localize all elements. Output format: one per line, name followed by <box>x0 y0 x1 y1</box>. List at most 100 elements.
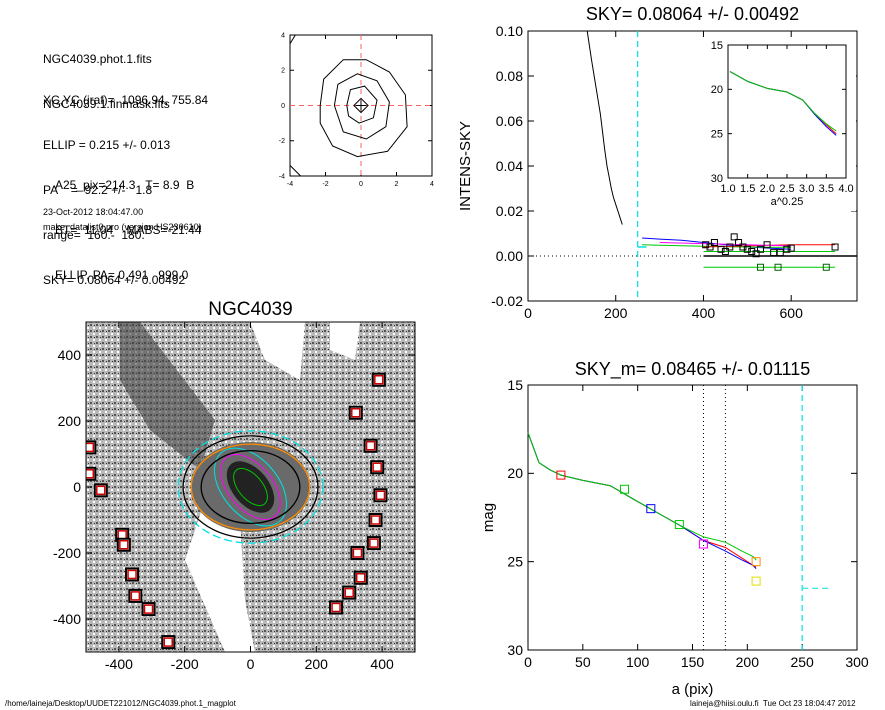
star-mask-inner <box>352 548 363 558</box>
x-tick-label: 4.0 <box>838 183 853 195</box>
star-mask-inner <box>370 515 381 525</box>
data-point <box>783 245 791 253</box>
y-tick-label: 15 <box>507 377 523 393</box>
masked-region <box>330 322 360 360</box>
footer-user: laineja@hiisi.oulu.fi Tue Oct 23 18:04:4… <box>690 699 856 708</box>
y-tick-label: 0 <box>73 479 81 495</box>
data-point <box>756 245 764 253</box>
star-mask <box>86 440 97 455</box>
y-tick-label: -400 <box>53 611 81 627</box>
x-tick-label: 0 <box>524 305 532 321</box>
x-tick-label: 2 <box>395 181 399 188</box>
data-point <box>787 244 795 252</box>
star-mask <box>128 588 143 603</box>
galaxy-image <box>86 322 415 652</box>
star-mask-inner <box>331 602 341 613</box>
x-tick-label: 4 <box>430 181 434 188</box>
star-mask-inner <box>372 462 382 472</box>
star-mask-inner <box>375 490 386 500</box>
y-tick-label: -200 <box>53 545 81 561</box>
y-tick-label: -2 <box>279 138 285 145</box>
program-version: make_datalist0.pro (version HS230610) <box>43 222 202 232</box>
fit-parameters: XC,YC (iraf)= 1096.94, 755.84 ELLIP = 0.… <box>43 63 208 303</box>
data-point <box>831 243 839 251</box>
data-point <box>822 263 830 271</box>
star-mask <box>353 570 368 585</box>
x-axis-label: a^0.25 <box>771 196 804 208</box>
star-mask <box>86 466 97 481</box>
x-tick-label: 400 <box>370 656 394 672</box>
data-point <box>556 470 566 480</box>
timestamp: 23-Oct-2012 18:04:47.00 <box>43 207 144 217</box>
x-tick-label: 1.5 <box>740 183 755 195</box>
star-mask-inner <box>369 538 379 548</box>
x-tick-label: 600 <box>780 305 804 321</box>
star-mask-inner <box>365 441 376 451</box>
data-point <box>706 243 714 251</box>
y-axis-label: INTENS-SKY <box>457 121 474 211</box>
chart-title: NGC4039 <box>208 299 293 320</box>
star-mask-inner <box>96 485 106 496</box>
data-point <box>620 484 630 494</box>
y-axis-label: mag <box>480 503 497 532</box>
contour-line <box>289 165 301 177</box>
fit-ellipse <box>190 443 311 531</box>
isophote <box>233 467 268 507</box>
series-line <box>586 30 623 225</box>
star-mask <box>363 438 378 453</box>
star-mask-inner <box>351 408 361 418</box>
star-mask <box>373 488 388 503</box>
x-tick-label: 100 <box>626 654 650 670</box>
data-point <box>743 245 751 253</box>
x-tick-label: 2.5 <box>779 183 794 195</box>
x-tick-label: 400 <box>692 305 716 321</box>
dust-lane <box>120 322 215 470</box>
chart-title: SKY= 0.08064 +/- 0.00492 <box>586 4 799 24</box>
star-mask-inner <box>163 637 173 647</box>
x-tick-label: 1.0 <box>720 183 735 195</box>
y-tick-label: 0.02 <box>496 203 523 219</box>
star-mask <box>371 372 386 387</box>
data-point <box>752 250 760 258</box>
photometry-values: A25_pix=214.3 T= 8.9 B BT= 11.04 MABS=-2… <box>55 148 202 298</box>
star-mask <box>93 483 108 498</box>
series-line <box>659 242 792 247</box>
star-mask-inner <box>355 573 366 583</box>
data-point <box>751 557 761 567</box>
y-tick-label: 0.00 <box>496 248 523 264</box>
data-point <box>776 249 784 257</box>
contour-line <box>289 34 296 45</box>
x-tick-label: 250 <box>790 654 814 670</box>
series-line <box>527 432 757 570</box>
star-mask-inner <box>119 540 129 550</box>
contour-line <box>346 85 378 124</box>
y-tick-label: 0.08 <box>496 68 523 84</box>
x-tick-label: 200 <box>736 654 760 670</box>
y-tick-label: 0.04 <box>496 158 523 174</box>
star-mask <box>141 602 156 617</box>
data-point <box>739 243 747 251</box>
x-tick-label: 3.5 <box>819 183 834 195</box>
star-mask-inner <box>374 375 384 385</box>
star-mask <box>366 536 381 551</box>
star-mask-inner <box>143 604 154 614</box>
y-tick-label: 30 <box>711 173 723 185</box>
y-tick-label: 200 <box>58 413 82 429</box>
x-tick-label: 2.0 <box>760 183 775 195</box>
data-point <box>751 576 761 586</box>
y-tick-label: 30 <box>507 642 523 658</box>
y-tick-label: 25 <box>711 129 723 141</box>
series-line <box>729 71 837 132</box>
data-point <box>717 245 725 253</box>
star-mask-inner <box>130 591 141 601</box>
x-tick-label: 0 <box>359 181 363 188</box>
footer-path: /home/laineja/Desktop/UUDET221012/NGC403… <box>5 699 236 708</box>
y-tick-label: 0.06 <box>496 113 523 129</box>
isophote <box>220 454 281 520</box>
data-point <box>674 520 684 530</box>
data-point <box>726 243 734 251</box>
data-point <box>748 248 756 255</box>
data-point <box>721 248 729 255</box>
star-mask <box>161 635 176 650</box>
